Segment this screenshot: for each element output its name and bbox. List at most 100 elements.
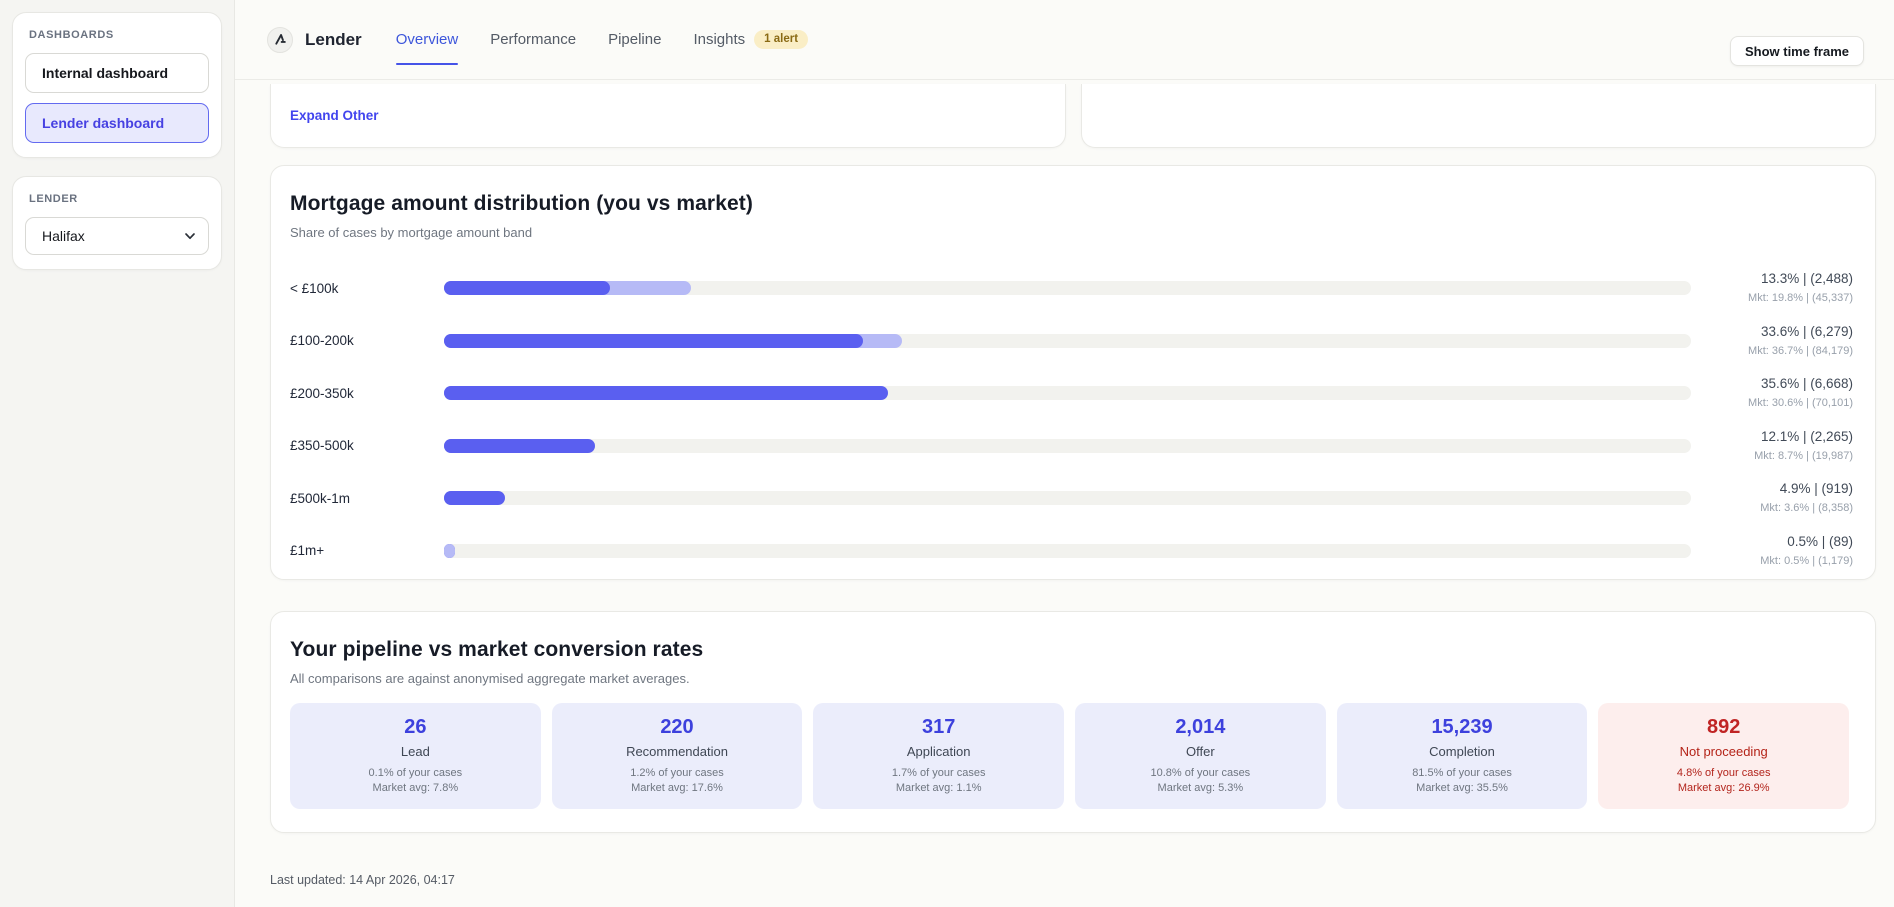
you-value-label: 33.6% | (6,279) (1760, 323, 1853, 339)
bar-track (444, 333, 1691, 348)
stat-share: 1.2% of your cases (630, 767, 724, 779)
last-updated-text: Last updated: 14 Apr 2026, 04:17 (270, 873, 455, 887)
dashboard-buttons: Internal dashboard Lender dashboard (25, 53, 209, 143)
stat-card-not-proceeding: 892 Not proceeding 4.8% of your cases Marke… (1598, 703, 1850, 809)
stat-share: 1.7% of your cases (891, 767, 986, 779)
stat-share: 4.8% of your cases (1676, 767, 1771, 779)
market-value-label: Mkt: 0.5% | (1,179) (1760, 554, 1853, 567)
stat-card-lead: 26 Lead 0.1% of your cases Market avg: 7.8% (290, 703, 541, 809)
chart-row-6: £1m+ 0.5% | (89) Mkt: 0.5% | (1,179) (290, 525, 1853, 578)
chart-row-3: £200-350k 35.6% | (6,668) Mkt: 30.6% | (70… (290, 367, 1853, 420)
stat-card-recommendation: 220 Recommendation 1.2% of your cases Marke… (551, 703, 803, 809)
other-distribution-card: Expand Other (270, 84, 1066, 148)
stat-label: Not proceeding (1679, 744, 1768, 759)
tab-bar: Overview Performance Pipeline Insights 1 ale… (395, 0, 809, 79)
lender-select-wrap: Halifax (25, 217, 209, 255)
brand-logo-icon (267, 26, 293, 53)
page-title: Lender (305, 29, 362, 49)
stat-label: Lead (400, 744, 430, 759)
stat-share: 81.5% of your cases (1412, 767, 1512, 779)
stat-share: 10.8% of your cases (1150, 767, 1251, 779)
stat-share: 0.1% of your cases (368, 767, 463, 779)
chart-row-1: < £100k 13.3% | (2,488) Mkt: 19.8% | (45,3… (290, 262, 1853, 315)
you-bar (444, 438, 595, 453)
stat-card-completion: 15,239 Completion 81.5% of your cases Marke… (1336, 703, 1588, 809)
stat-value: 892 (1707, 716, 1741, 738)
market-value-label: Mkt: 36.7% | (84,179) (1748, 344, 1853, 357)
bar-track (444, 281, 1691, 296)
stat-market-avg: Market avg: 17.6% (631, 782, 723, 794)
market-bar (444, 543, 455, 558)
stat-market-avg: Market avg: 26.9% (1677, 782, 1770, 794)
stat-market-avg: Market avg: 7.8% (372, 782, 459, 794)
main-area: Lender Overview Performance Pipeline Insigh… (235, 0, 1894, 907)
row-values: 4.9% | (919) Mkt: 3.6% | (8,358) (1703, 481, 1853, 515)
row-values: 13.3% | (2,488) Mkt: 19.8% | (45,337) (1703, 271, 1853, 305)
mortgage-chart: < £100k 13.3% | (2,488) Mkt: 19.8% | (45,3… (290, 262, 1853, 577)
chart-row-4: £350-500k 12.1% | (2,265) Mkt: 8.7% | (19,… (290, 420, 1853, 473)
you-value-label: 35.6% | (6,668) (1760, 376, 1853, 392)
sidebar-item-lender-dashboard[interactable]: Lender dashboard (25, 103, 209, 143)
you-value-label: 4.9% | (919) (1779, 481, 1853, 497)
tab-label: Performance (490, 31, 577, 48)
expand-other-link[interactable]: Expand Other (290, 108, 379, 123)
band-label: £350-500k (290, 438, 354, 454)
mortgage-distribution-panel: Mortgage amount distribution (you vs mar… (270, 165, 1876, 580)
band-label: £200-350k (290, 385, 354, 401)
lender-label: LENDER (29, 193, 78, 205)
tab-pipeline[interactable]: Pipeline (608, 0, 661, 79)
band-label: < £100k (290, 280, 339, 296)
show-time-frame-button[interactable]: Show time frame (1729, 36, 1864, 66)
pipeline-stat-cards: 26 Lead 0.1% of your cases Market avg: 7.8%… (290, 703, 1853, 809)
chart-row-5: £500k-1m 4.9% | (919) Mkt: 3.6% | (8,358) (290, 472, 1853, 525)
row-values: 0.5% | (89) Mkt: 0.5% | (1,179) (1703, 534, 1853, 568)
empty-clipped-card (1080, 84, 1876, 148)
you-bar (444, 491, 506, 506)
you-value-label: 12.1% | (2,265) (1760, 428, 1853, 444)
stat-value: 15,239 (1431, 716, 1493, 738)
clipped-cards-row: Expand Other (270, 84, 1876, 148)
market-value-label: Mkt: 19.8% | (45,337) (1748, 292, 1853, 305)
tab-label: Pipeline (608, 31, 662, 48)
content: Expand Other Mortgage amount distributio… (235, 80, 1894, 887)
pipeline-panel: Your pipeline vs market conversion rates… (270, 611, 1876, 833)
lender-select[interactable]: Halifax (25, 217, 209, 255)
top-header: Lender Overview Performance Pipeline Insigh… (235, 0, 1894, 80)
band-label: £500k-1m (290, 490, 351, 506)
tab-label: Insights (693, 31, 746, 48)
pipeline-panel-subtitle: All comparisons are against anonymised a… (290, 671, 690, 686)
alert-badge: 1 alert (754, 29, 809, 50)
stat-market-avg: Market avg: 1.1% (895, 782, 982, 794)
sidebar: DASHBOARDS Internal dashboard Lender dash… (0, 0, 235, 907)
sidebar-item-internal-dashboard[interactable]: Internal dashboard (25, 53, 209, 93)
market-value-label: Mkt: 30.6% | (70,101) (1748, 397, 1853, 410)
stat-card-application: 317 Application 1.7% of your cases Market a… (813, 703, 1065, 809)
band-label: £1m+ (290, 543, 325, 559)
you-bar (444, 333, 863, 348)
stat-value: 220 (660, 716, 694, 738)
stat-label: Recommendation (626, 744, 728, 759)
market-value-label: Mkt: 3.6% | (8,358) (1760, 502, 1853, 515)
lender-card: LENDER Halifax (12, 176, 222, 270)
band-label: £100-200k (290, 333, 354, 349)
stat-value: 2,014 (1175, 716, 1226, 738)
dashboards-label: DASHBOARDS (29, 29, 114, 41)
stat-value: 26 (404, 716, 427, 738)
dashboards-card: DASHBOARDS Internal dashboard Lender dash… (12, 12, 222, 158)
bar-track (444, 543, 1691, 558)
stat-label: Application (906, 744, 971, 759)
bar-track (444, 491, 1691, 506)
row-values: 35.6% | (6,668) Mkt: 30.6% | (70,101) (1703, 376, 1853, 410)
stat-label: Completion (1429, 744, 1495, 759)
you-value-label: 0.5% | (89) (1787, 533, 1853, 549)
stat-market-avg: Market avg: 35.5% (1416, 782, 1508, 794)
mortgage-panel-title: Mortgage amount distribution (you vs mar… (290, 192, 753, 215)
row-values: 33.6% | (6,279) Mkt: 36.7% | (84,179) (1703, 324, 1853, 358)
you-bar (444, 281, 610, 296)
tab-insights[interactable]: Insights 1 alert (693, 0, 809, 79)
stat-label: Offer (1186, 744, 1215, 759)
you-bar (444, 386, 888, 401)
tab-overview[interactable]: Overview (395, 0, 458, 79)
bar-track (444, 438, 1691, 453)
tab-performance[interactable]: Performance (490, 0, 576, 79)
